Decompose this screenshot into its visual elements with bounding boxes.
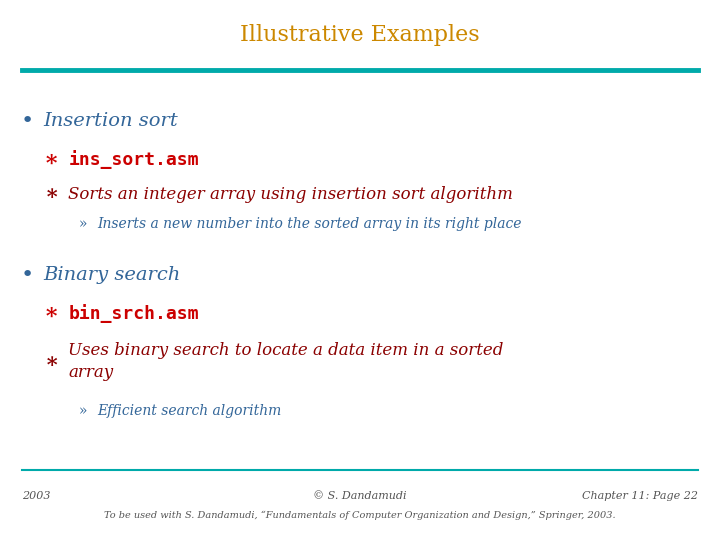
Text: Inserts a new number into the sorted array in its right place: Inserts a new number into the sorted arr… <box>97 217 522 231</box>
Text: ins_sort.asm: ins_sort.asm <box>68 150 199 169</box>
Text: ∗: ∗ <box>44 302 60 324</box>
Text: ∗: ∗ <box>44 148 60 170</box>
Text: Illustrative Examples: Illustrative Examples <box>240 24 480 46</box>
Text: ∗: ∗ <box>45 352 59 372</box>
Text: Insertion sort: Insertion sort <box>43 112 178 131</box>
Text: Uses binary search to locate a data item in a sorted
array: Uses binary search to locate a data item… <box>68 342 504 381</box>
Text: 2003: 2003 <box>22 491 50 501</box>
Text: •: • <box>21 265 34 286</box>
Text: Binary search: Binary search <box>43 266 181 285</box>
Text: To be used with S. Dandamudi, “Fundamentals of Computer Organization and Design,: To be used with S. Dandamudi, “Fundament… <box>104 511 616 521</box>
Text: ∗: ∗ <box>45 184 59 205</box>
Text: »: » <box>78 404 87 418</box>
Text: Sorts an integer array using insertion sort algorithm: Sorts an integer array using insertion s… <box>68 186 513 203</box>
Text: © S. Dandamudi: © S. Dandamudi <box>313 491 407 501</box>
Text: bin_srch.asm: bin_srch.asm <box>68 303 199 323</box>
Text: •: • <box>21 111 34 132</box>
Text: Efficient search algorithm: Efficient search algorithm <box>97 404 282 418</box>
Text: Chapter 11: Page 22: Chapter 11: Page 22 <box>582 491 698 501</box>
Text: »: » <box>78 217 87 231</box>
